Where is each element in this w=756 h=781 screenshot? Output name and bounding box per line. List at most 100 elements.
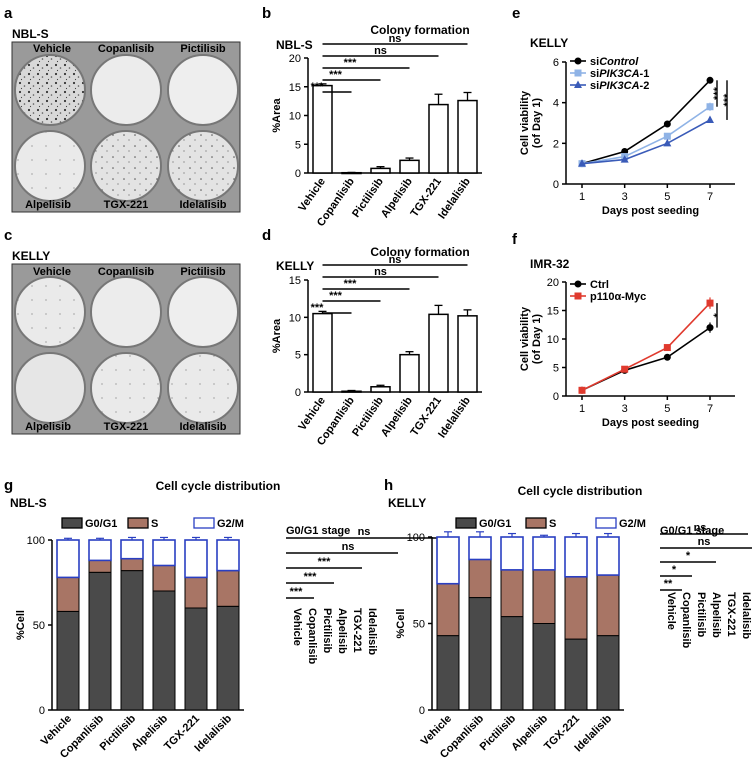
photo-cell-line: NBL-S bbox=[12, 27, 49, 41]
y-tick-label: 0 bbox=[419, 705, 425, 717]
data-point bbox=[706, 299, 714, 307]
well-label: Pictilisib bbox=[180, 43, 226, 55]
sig-label: *** bbox=[329, 290, 343, 302]
sig-column-label: Idelalisib bbox=[740, 592, 752, 639]
y-tick-label: 5 bbox=[295, 139, 301, 151]
y-tick-label: 0 bbox=[39, 705, 45, 717]
legend-swatch bbox=[455, 517, 477, 529]
bar-segment bbox=[120, 558, 144, 572]
bar bbox=[399, 159, 420, 174]
y-tick-label: 0 bbox=[553, 179, 559, 191]
legend-label: S bbox=[151, 518, 158, 530]
bar bbox=[428, 313, 449, 393]
sig-label: * bbox=[712, 312, 724, 317]
bar bbox=[341, 390, 362, 393]
bar bbox=[370, 386, 391, 393]
series-line bbox=[581, 106, 711, 165]
x-tick-label: 5 bbox=[664, 191, 670, 203]
data-point bbox=[706, 76, 714, 84]
panel-label-b: b bbox=[262, 5, 271, 22]
x-tick-label: 5 bbox=[664, 403, 670, 415]
legend-label: p110α-Myc bbox=[590, 291, 646, 303]
y-axis-label: %Cell bbox=[395, 609, 407, 639]
sig-label: *** bbox=[311, 81, 325, 93]
sig-label: * bbox=[686, 550, 691, 562]
bar-segment bbox=[436, 635, 460, 711]
data-point bbox=[663, 132, 671, 140]
data-point bbox=[663, 344, 671, 352]
data-point bbox=[574, 292, 582, 300]
y-tick-label: 10 bbox=[547, 334, 559, 346]
panel-label-a: a bbox=[4, 5, 13, 22]
bar bbox=[457, 99, 478, 174]
sig-label: ns bbox=[389, 33, 402, 45]
y-tick-label: 5 bbox=[295, 350, 301, 362]
sig-title: G0/G1 stage bbox=[286, 525, 350, 537]
bar-segment bbox=[88, 539, 112, 562]
colony-photo-kelly: KELLY Vehicle Copanlisib Pictilisib Alpe… bbox=[11, 249, 241, 435]
bar-segment bbox=[596, 536, 620, 576]
sig-column-label: Alpelisib bbox=[710, 592, 722, 638]
sig-label: *** bbox=[712, 86, 724, 100]
y-axis-label: %Area bbox=[271, 318, 283, 353]
bar bbox=[399, 353, 420, 393]
legend-label: G2/M bbox=[619, 518, 646, 530]
sig-label: *** bbox=[304, 571, 318, 583]
data-point bbox=[578, 159, 586, 167]
bar-segment bbox=[88, 571, 112, 711]
bar-segment bbox=[596, 635, 620, 711]
bar bbox=[457, 315, 478, 393]
bar-segment bbox=[468, 597, 492, 711]
legend-label: siPIK3CA-2 bbox=[590, 80, 649, 92]
data-point bbox=[578, 386, 586, 394]
well-label: Idelalisib bbox=[179, 199, 226, 211]
data-point bbox=[663, 353, 671, 361]
bar-segment bbox=[532, 623, 556, 711]
chart-title: Colony formation bbox=[370, 245, 469, 259]
y-tick-label: 15 bbox=[547, 306, 559, 318]
sig-label: ns bbox=[374, 45, 387, 57]
well-label: Copanlisib bbox=[98, 266, 155, 278]
legend-swatch bbox=[525, 517, 547, 529]
sig-label: *** bbox=[329, 69, 343, 81]
data-point bbox=[574, 80, 582, 88]
well-label: Alpelisib bbox=[25, 421, 71, 433]
cell-line-label: KELLY bbox=[276, 259, 314, 273]
sig-column-label: Alpelisib bbox=[336, 608, 348, 654]
sig-label: ns bbox=[342, 541, 355, 553]
sig-label: *** bbox=[290, 586, 304, 598]
bar-segment bbox=[216, 605, 240, 711]
y-tick-label: 5 bbox=[553, 363, 559, 375]
well-idelalisib bbox=[167, 130, 239, 202]
y-axis-label: %Cell bbox=[15, 610, 27, 640]
bar bbox=[312, 84, 333, 174]
y-tick-label: 20 bbox=[547, 277, 559, 289]
x-tick-label: 7 bbox=[707, 191, 713, 203]
sig-column-label: Copanlisib bbox=[306, 608, 318, 665]
well-alpelisib bbox=[14, 130, 86, 202]
sig-label: *** bbox=[722, 93, 734, 107]
sig-label: ns bbox=[698, 536, 711, 548]
y-axis-label-2: (of Day 1) bbox=[531, 314, 543, 364]
well-label: Vehicle bbox=[33, 266, 71, 278]
well-pictilisib bbox=[167, 54, 239, 126]
legend-swatch bbox=[127, 517, 149, 529]
bar-segment bbox=[564, 576, 588, 640]
panel-label-h: h bbox=[384, 477, 393, 494]
legend-label: siControl bbox=[590, 56, 639, 68]
bar-segment bbox=[532, 536, 556, 571]
data-point bbox=[574, 57, 582, 65]
bar-segment bbox=[56, 539, 80, 579]
legend-swatch bbox=[193, 517, 215, 529]
bar-segment bbox=[56, 576, 80, 612]
bar-segment bbox=[564, 638, 588, 711]
sig-label: * bbox=[672, 564, 677, 576]
chart-title: Cell cycle distribution bbox=[518, 484, 643, 498]
y-tick-label: 50 bbox=[413, 619, 425, 631]
bar-segment bbox=[184, 539, 208, 579]
sig-column-label: TGX-221 bbox=[351, 608, 363, 653]
legend-label: G0/G1 bbox=[85, 518, 117, 530]
well-label: Pictilisib bbox=[180, 266, 226, 278]
bar-segment bbox=[56, 610, 80, 711]
